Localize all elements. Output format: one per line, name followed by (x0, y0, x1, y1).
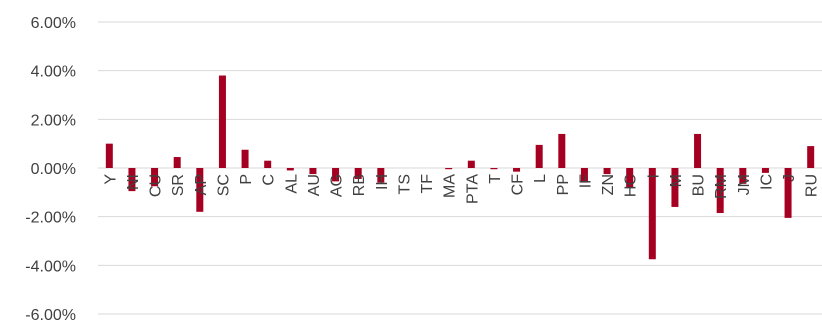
x-category-label: IC (758, 174, 775, 190)
x-category-label: SR (170, 174, 187, 196)
x-category-label: C (261, 174, 278, 186)
x-category-label: TS (396, 174, 413, 194)
x-category-label: P (238, 174, 255, 185)
bar-c (264, 160, 272, 168)
x-category-label: L (532, 174, 549, 183)
bar-j (784, 168, 792, 218)
bar-au (309, 168, 317, 175)
y-tick-label: 2.00% (31, 112, 76, 129)
bar-ma (445, 168, 453, 170)
bar-sc (218, 75, 226, 168)
x-category-label: T (487, 174, 504, 184)
x-category-label: MA (442, 174, 459, 198)
x-category-label: AU (306, 174, 323, 196)
x-category-label: RM (713, 174, 730, 199)
bar-l (535, 144, 543, 168)
bar-al (286, 168, 294, 171)
bar-ag (332, 168, 340, 182)
y-tick-label: 6.00% (31, 15, 76, 32)
bar-t (490, 168, 498, 170)
bar-rb (354, 168, 362, 179)
x-category-label: I (645, 174, 662, 178)
bar-ru (807, 146, 815, 168)
x-category-label: RU (804, 174, 821, 197)
x-category-label: HC (623, 174, 640, 197)
x-axis-labels: Y NI CU SR AP SC P C AL AU AG RB IH TS TF MA PTA T CF L PP IF… (102, 174, 820, 204)
x-category-label: RB (351, 174, 368, 196)
y-tick-label: 0.00% (31, 161, 76, 178)
bar-ni (128, 168, 136, 192)
bar-cu (151, 168, 159, 187)
y-tick-label: -6.00% (25, 307, 76, 322)
bar-hc (626, 168, 634, 188)
x-category-label: AP (193, 174, 210, 195)
bar-pta (467, 160, 475, 168)
bar-pp (558, 133, 566, 168)
gridlines (98, 21, 822, 315)
y-tick-label: -4.00% (25, 258, 76, 275)
bar-m (671, 168, 679, 207)
x-category-label: TF (419, 174, 436, 194)
bars (105, 75, 815, 260)
bar-i (648, 168, 656, 260)
x-category-label: JM (736, 174, 753, 195)
y-tick-label: 4.00% (31, 64, 76, 81)
x-category-label: IF (577, 174, 594, 188)
bar-cf (513, 168, 521, 172)
x-category-label: NI (125, 174, 142, 190)
bar-jm (739, 168, 747, 184)
x-category-label: PP (555, 174, 572, 195)
y-tick-label: -2.00% (25, 210, 76, 227)
x-category-label: SC (215, 174, 232, 196)
bar-ic (761, 168, 769, 173)
x-category-label: CF (510, 174, 527, 196)
y-axis-ticks: 6.00% 4.00% 2.00% 0.00% -2.00% -4.00% -6.00% (25, 15, 76, 322)
x-category-label: Y (102, 174, 119, 185)
bar-zn (603, 168, 611, 175)
bar-ih (377, 168, 385, 183)
x-category-label: BU (691, 174, 708, 196)
x-category-label: J (781, 174, 798, 182)
bar-y (105, 143, 113, 168)
bar-bu (694, 133, 702, 168)
bar-ap (196, 168, 204, 212)
bar-p (241, 149, 249, 168)
x-category-label: CU (148, 174, 165, 197)
bar-if (580, 168, 588, 183)
x-category-label: AG (329, 174, 346, 197)
x-category-label: PTA (464, 174, 481, 204)
x-category-label: M (668, 174, 685, 187)
x-category-label: IH (374, 174, 391, 190)
bar-sr (173, 157, 181, 168)
x-category-label: ZN (600, 174, 617, 195)
x-category-label: AL (283, 174, 300, 194)
bar-rm (716, 168, 724, 214)
